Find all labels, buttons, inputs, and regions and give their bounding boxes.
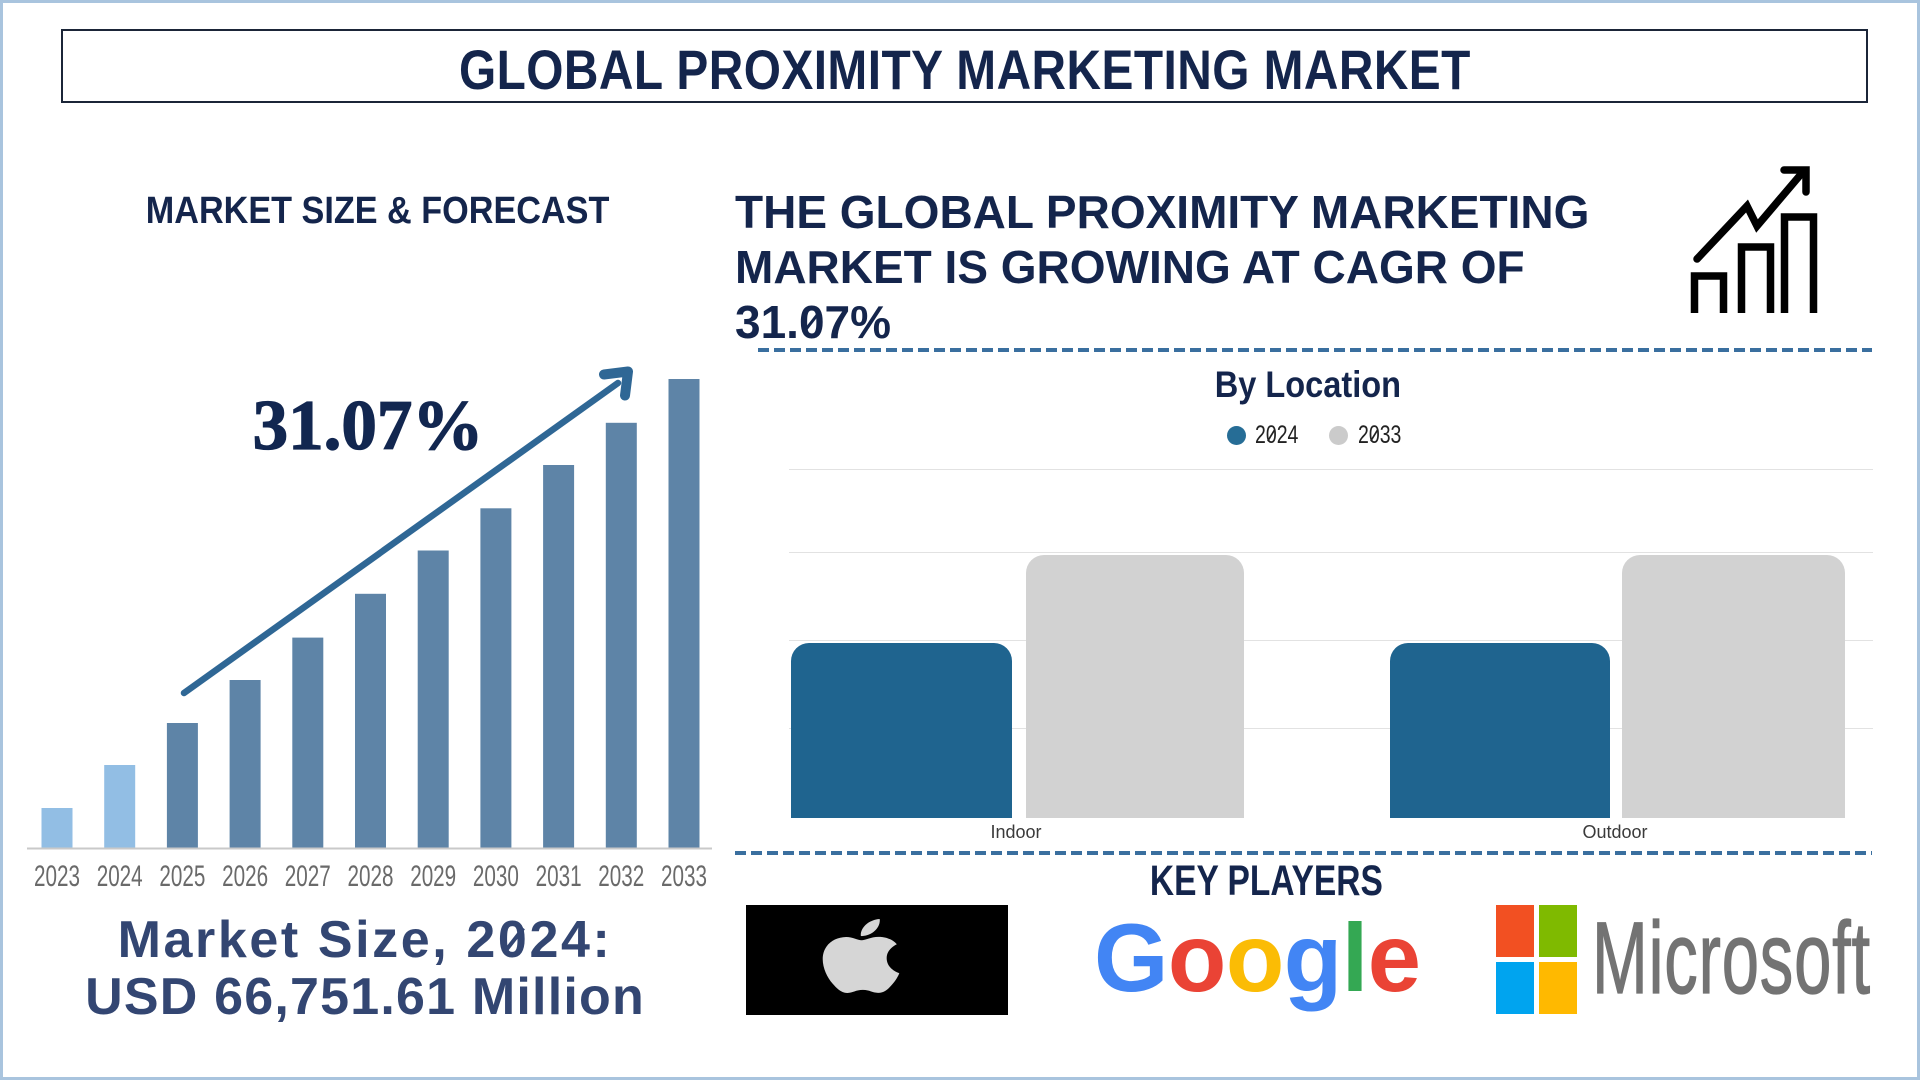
svg-text:2028: 2028 bbox=[348, 860, 394, 893]
svg-text:2024: 2024 bbox=[97, 860, 143, 893]
svg-text:2031: 2031 bbox=[536, 860, 582, 893]
svg-text:2025: 2025 bbox=[159, 860, 205, 893]
svg-text:2030: 2030 bbox=[473, 860, 519, 893]
svg-text:2029: 2029 bbox=[410, 860, 456, 893]
svg-text:2026: 2026 bbox=[222, 860, 268, 893]
svg-text:2027: 2027 bbox=[285, 860, 331, 893]
svg-text:2023: 2023 bbox=[34, 860, 80, 893]
svg-text:2032: 2032 bbox=[598, 860, 644, 893]
svg-text:2033: 2033 bbox=[661, 860, 707, 893]
